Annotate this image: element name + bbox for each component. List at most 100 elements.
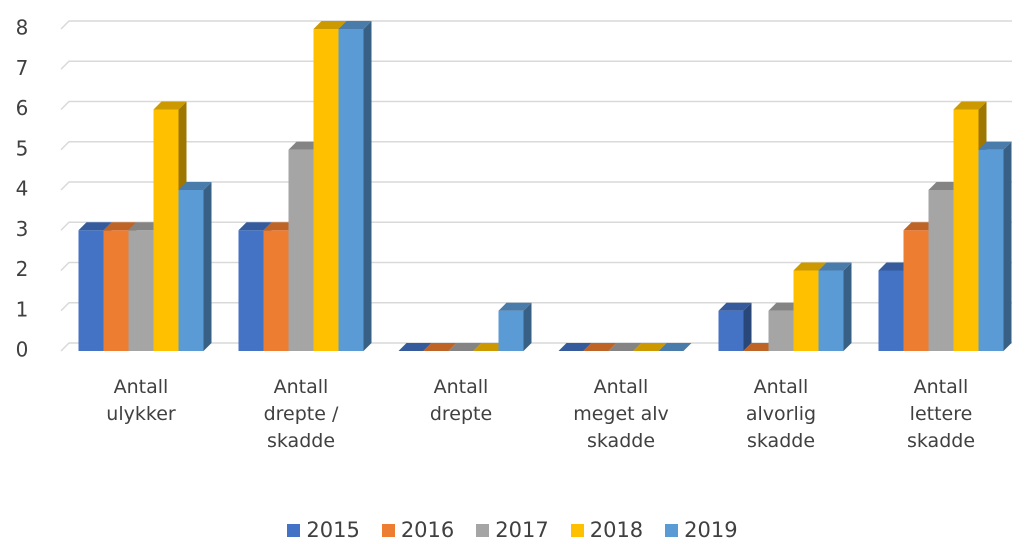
bar-top: [633, 343, 667, 351]
bar-front: [338, 29, 364, 351]
y-tick-label: 8: [16, 16, 29, 40]
bar-front: [313, 29, 339, 351]
legend-label: 2017: [495, 518, 549, 542]
legend-label: 2018: [589, 518, 644, 542]
bar-front: [953, 109, 979, 351]
y-tick-label: 4: [16, 177, 29, 201]
x-tick-label: Antall lettere skadde: [906, 376, 976, 452]
bar-front: [128, 230, 154, 351]
legend-label: 2015: [306, 518, 360, 542]
grid-line: [60, 302, 1012, 312]
bar-front: [903, 230, 929, 351]
bar-front: [878, 270, 904, 351]
grid-line: [60, 100, 1012, 111]
bar: [178, 182, 212, 351]
y-tick-label: 5: [16, 136, 29, 160]
bar-top: [473, 343, 507, 351]
bar-side: [1003, 141, 1012, 351]
bar-top: [718, 302, 752, 311]
bar-side: [843, 262, 852, 351]
bar-top: [103, 222, 137, 231]
bar-front: [978, 149, 1004, 351]
grid-line: [60, 181, 1012, 191]
bar-front: [263, 230, 289, 351]
bar: [473, 343, 507, 351]
bar-side: [743, 302, 752, 351]
bar: [658, 343, 692, 351]
bar-top: [953, 101, 987, 110]
bar-top: [128, 222, 162, 231]
bar-side: [203, 182, 212, 351]
legend-swatch: [570, 523, 584, 537]
y-tick-label: 7: [16, 56, 29, 80]
bar-top: [608, 343, 642, 351]
legend-swatch: [287, 523, 301, 537]
bar: [743, 343, 777, 351]
bar-front: [718, 310, 744, 351]
bar: [338, 21, 372, 351]
bar-top: [658, 343, 692, 351]
bar: [448, 343, 482, 351]
legend-swatch: [381, 523, 395, 537]
bar-top: [263, 222, 297, 231]
x-tick-label: Antall alvorlig skadde: [745, 376, 817, 452]
legend-swatch: [665, 523, 679, 537]
bar-front: [768, 310, 794, 351]
bar-top: [558, 343, 592, 351]
bar-front: [793, 270, 819, 351]
grid-line: [60, 221, 1012, 231]
bar-front: [153, 109, 179, 351]
bar: [608, 343, 642, 351]
bar-top: [498, 302, 532, 311]
bar: [558, 343, 592, 351]
bar-top: [743, 343, 777, 351]
bar-top: [398, 343, 432, 351]
bar: [498, 302, 532, 351]
y-tick-label: 6: [16, 96, 29, 120]
bar-top: [818, 262, 852, 271]
x-tick-label: Antall drepte / skadde: [263, 376, 339, 452]
legend-item: 2018: [570, 518, 644, 542]
y-tick-label: 3: [16, 217, 29, 241]
legend: 2015 2016 2017 2018 2019: [0, 518, 1025, 542]
grid-line: [60, 60, 1012, 70]
bar-front: [288, 149, 314, 351]
y-tick-label: 2: [16, 257, 29, 281]
legend-label: 2019: [684, 518, 738, 542]
bar: [633, 343, 667, 351]
bar-front: [78, 230, 104, 351]
legend-item: 2016: [381, 518, 455, 542]
bar-top: [288, 141, 322, 150]
bar: [818, 262, 852, 351]
bar-side: [523, 302, 532, 351]
bar-top: [423, 343, 457, 351]
legend-label: 2016: [400, 518, 455, 542]
x-tick-label: Antall drepte: [429, 376, 493, 425]
bar-front: [178, 190, 204, 351]
bar-side: [363, 21, 372, 351]
y-tick-label: 1: [16, 297, 29, 321]
bar-top: [768, 302, 802, 311]
legend-item: 2019: [665, 518, 738, 542]
grid-line: [60, 342, 1012, 352]
bar-top: [928, 182, 962, 190]
bar-top: [178, 182, 212, 190]
bar: [423, 343, 457, 351]
legend-swatch: [476, 523, 490, 537]
y-tick-label: 0: [16, 338, 29, 362]
bar-front: [498, 310, 524, 351]
bar-front: [928, 190, 954, 351]
bar-top: [448, 343, 482, 351]
bar: [718, 302, 752, 351]
bar-top: [978, 141, 1012, 150]
bar-top: [878, 262, 912, 271]
bar-top: [583, 343, 617, 351]
bar-top: [238, 222, 272, 231]
bar-top: [793, 262, 827, 271]
x-tick-label: Antall meget alv skadde: [573, 376, 669, 452]
bar: [978, 141, 1012, 351]
bar-top: [338, 21, 372, 29]
x-tick-label: Antall ulykker: [106, 376, 176, 425]
